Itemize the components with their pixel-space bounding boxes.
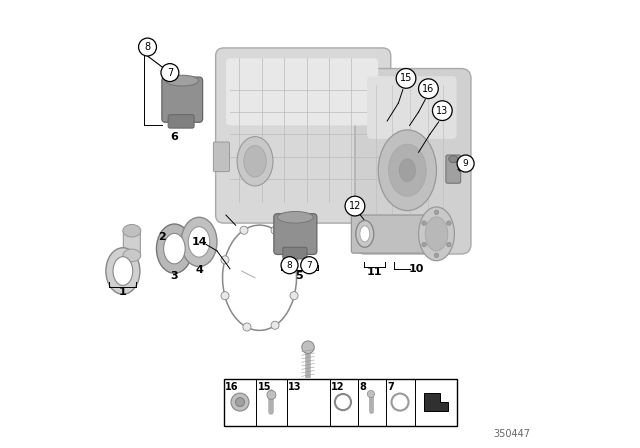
Circle shape [422,242,426,247]
Ellipse shape [399,159,415,181]
Text: 5: 5 [296,271,303,280]
Text: 10: 10 [408,264,424,274]
Circle shape [457,155,474,172]
Ellipse shape [113,257,132,285]
FancyBboxPatch shape [162,77,203,122]
Text: 7: 7 [387,382,394,392]
FancyBboxPatch shape [168,115,194,128]
Circle shape [367,390,374,398]
Ellipse shape [388,144,426,196]
Circle shape [290,256,298,264]
Ellipse shape [123,224,141,237]
Circle shape [281,257,298,274]
Circle shape [433,101,452,121]
Circle shape [435,253,439,258]
Circle shape [447,221,451,225]
Ellipse shape [426,217,448,251]
Circle shape [267,391,276,400]
Circle shape [396,69,416,88]
Ellipse shape [360,226,370,242]
Ellipse shape [449,155,458,163]
Circle shape [139,38,157,56]
FancyBboxPatch shape [283,247,307,259]
Ellipse shape [157,224,192,273]
FancyBboxPatch shape [446,155,461,183]
FancyBboxPatch shape [226,58,378,125]
Ellipse shape [166,75,198,86]
Text: 7: 7 [167,68,173,78]
Circle shape [290,292,298,300]
Text: 13: 13 [436,106,449,116]
Ellipse shape [164,233,185,264]
Text: 13: 13 [288,382,301,392]
Text: 11: 11 [367,267,383,277]
Text: 8: 8 [359,382,366,392]
FancyBboxPatch shape [274,214,317,254]
FancyBboxPatch shape [124,229,140,257]
Ellipse shape [188,227,210,257]
Circle shape [221,292,229,300]
Ellipse shape [106,248,140,294]
Text: 2: 2 [159,233,166,242]
Polygon shape [424,393,448,411]
Text: 16: 16 [225,382,239,392]
Text: 12: 12 [331,382,344,392]
FancyBboxPatch shape [216,48,391,223]
Circle shape [447,242,451,247]
Ellipse shape [244,146,266,177]
Text: 6: 6 [170,132,179,142]
Circle shape [236,398,244,407]
Text: 1: 1 [119,287,127,297]
Circle shape [231,393,249,411]
FancyBboxPatch shape [367,76,457,139]
Circle shape [221,256,229,264]
Circle shape [301,257,317,274]
Circle shape [345,196,365,216]
Circle shape [271,226,279,234]
Text: 4: 4 [195,265,203,275]
Text: 15: 15 [258,382,271,392]
Circle shape [422,221,426,225]
Ellipse shape [378,130,436,211]
Text: 8: 8 [287,261,292,270]
Circle shape [161,64,179,82]
Text: 15: 15 [400,73,412,83]
Ellipse shape [237,137,273,186]
Text: 7: 7 [307,261,312,270]
Ellipse shape [123,249,141,262]
Circle shape [271,321,279,329]
Ellipse shape [419,207,454,261]
FancyBboxPatch shape [355,69,471,254]
FancyBboxPatch shape [213,142,230,172]
Text: 8: 8 [145,42,150,52]
Ellipse shape [278,211,314,223]
Text: 16: 16 [422,84,435,94]
Text: 12: 12 [349,201,361,211]
Circle shape [301,341,314,353]
Text: 3: 3 [171,271,178,280]
Circle shape [240,226,248,234]
Circle shape [435,210,439,215]
Bar [224,379,457,426]
Circle shape [419,79,438,99]
FancyBboxPatch shape [351,215,439,253]
Text: 9: 9 [463,159,468,168]
Ellipse shape [356,220,374,247]
Text: 350447: 350447 [493,429,531,439]
Ellipse shape [181,217,217,267]
Text: 14: 14 [191,237,207,247]
Circle shape [243,323,251,331]
